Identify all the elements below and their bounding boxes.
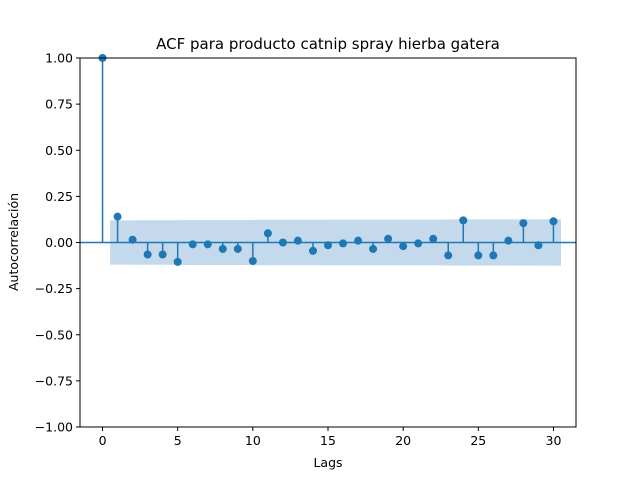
- acf-point-lag-18: [369, 244, 378, 253]
- x-tick-label-5: 5: [174, 433, 182, 448]
- x-tick-label-30: 30: [546, 433, 562, 448]
- acf-point-lag-11: [263, 229, 272, 238]
- acf-point-lag-6: [188, 240, 197, 249]
- acf-point-lag-30: [549, 217, 558, 226]
- acf-point-lag-5: [173, 257, 182, 266]
- acf-point-lag-21: [414, 239, 423, 248]
- acf-point-lag-10: [248, 256, 257, 265]
- acf-point-lag-15: [324, 241, 332, 250]
- acf-point-lag-7: [203, 240, 212, 249]
- x-tick-label-15: 15: [320, 433, 336, 448]
- acf-point-lag-16: [339, 239, 348, 248]
- x-axis-label: Lags: [313, 455, 342, 470]
- y-tick-label-3: −0.25: [35, 281, 73, 296]
- x-tick-label-20: 20: [395, 433, 411, 448]
- chart-title: ACF para producto catnip spray hierba ga…: [156, 35, 500, 53]
- acf-point-lag-19: [384, 234, 393, 243]
- x-tick-label-10: 10: [245, 433, 261, 448]
- acf-point-lag-1: [113, 212, 122, 221]
- acf-point-lag-27: [504, 236, 513, 245]
- acf-point-lag-8: [218, 244, 227, 253]
- acf-point-lag-20: [399, 242, 408, 251]
- y-tick-label-4: 0.00: [45, 235, 73, 250]
- y-tick-label-5: 0.25: [45, 189, 73, 204]
- plot-area: 0 5 10 15 20 25 30 −1.00 −0.75 −0.50 −0.25 0.00 0.25…: [35, 51, 577, 448]
- y-tick-label-8: 1.00: [45, 51, 73, 66]
- acf-point-lag-13: [293, 236, 302, 245]
- acf-point-lag-24: [459, 216, 468, 225]
- acf-point-lag-26: [489, 251, 498, 260]
- y-tick-label-7: 0.75: [45, 97, 73, 112]
- acf-point-lag-17: [354, 236, 363, 245]
- acf-point-lag-2: [128, 235, 137, 244]
- y-tick-label-2: −0.50: [35, 327, 73, 342]
- y-tick-label-6: 0.50: [45, 143, 73, 158]
- acf-point-lag-23: [444, 251, 453, 260]
- x-tick-label-0: 0: [99, 433, 107, 448]
- acf-point-lag-28: [519, 219, 528, 228]
- acf-point-lag-12: [278, 238, 287, 247]
- acf-point-lag-14: [308, 246, 317, 255]
- y-axis-label: Autocorrelación: [6, 193, 21, 291]
- acf-point-lag-3: [143, 250, 152, 259]
- acf-point-lag-22: [429, 234, 438, 243]
- acf-point-lag-29: [534, 241, 543, 250]
- y-tick-label-1: −0.75: [35, 373, 73, 388]
- acf-point-lag-9: [233, 244, 242, 253]
- x-tick-label-25: 25: [470, 433, 486, 448]
- acf-point-lag-4: [158, 250, 167, 259]
- acf-point-lag-25: [474, 251, 483, 260]
- y-tick-label-0: −1.00: [35, 420, 73, 435]
